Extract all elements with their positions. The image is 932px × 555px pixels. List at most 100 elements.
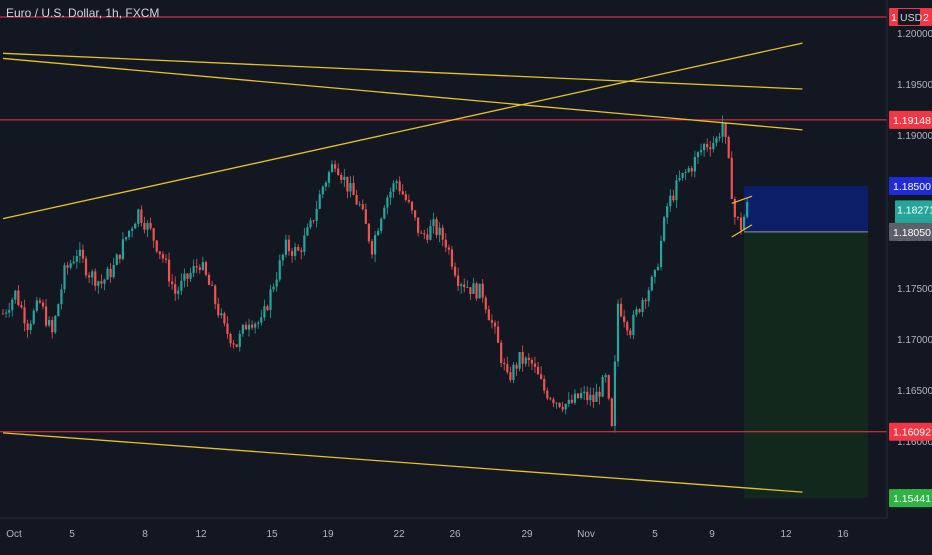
candle-body xyxy=(604,375,607,378)
candle xyxy=(429,219,432,241)
level-tag-low[interactable]: 1.16092 xyxy=(889,422,932,441)
candle xyxy=(180,273,183,296)
candle-body xyxy=(481,283,484,298)
candle-body xyxy=(715,138,718,143)
trend-line[interactable] xyxy=(2,52,803,90)
candle-body xyxy=(410,201,414,211)
candle-body xyxy=(155,240,158,252)
candle xyxy=(88,272,91,283)
trend-line[interactable] xyxy=(2,42,803,220)
candle-body xyxy=(373,235,377,255)
candle-body xyxy=(398,181,401,192)
candle-body xyxy=(158,251,161,255)
pattern-line-upper[interactable] xyxy=(731,195,753,204)
candle xyxy=(423,229,426,239)
candle-body xyxy=(84,258,88,276)
candle-body xyxy=(294,247,297,256)
candle xyxy=(570,394,573,404)
candle xyxy=(493,320,497,334)
candle-body xyxy=(570,399,573,403)
candle xyxy=(699,143,703,156)
candle-body xyxy=(607,375,610,399)
candle-body xyxy=(616,303,620,362)
stop-loss-zone[interactable] xyxy=(744,185,868,232)
candle-body xyxy=(269,289,272,311)
candle xyxy=(413,209,417,221)
candle xyxy=(653,269,656,284)
candle-body xyxy=(659,240,663,267)
candle xyxy=(546,387,549,401)
candle xyxy=(730,151,733,200)
candle-body xyxy=(204,262,208,275)
candle-body xyxy=(97,281,100,286)
level-tag-mid[interactable]: 1.19148 xyxy=(889,110,932,129)
candle xyxy=(398,176,401,195)
candle-body xyxy=(380,218,383,231)
candle-body xyxy=(721,123,724,137)
candle xyxy=(503,358,506,371)
stop-tag[interactable]: 1.18500 xyxy=(889,176,932,195)
candle-body xyxy=(17,290,20,306)
candle xyxy=(527,353,530,367)
candle xyxy=(20,301,23,309)
candle-body xyxy=(386,197,389,208)
candle-body xyxy=(623,316,626,323)
candle-body xyxy=(195,266,198,268)
take-profit-zone[interactable] xyxy=(744,231,868,499)
candle-body xyxy=(300,250,303,252)
entry-tag-bg xyxy=(889,222,932,241)
trend-line[interactable] xyxy=(2,432,803,493)
candle xyxy=(1,308,5,315)
candle-body xyxy=(146,222,149,230)
candle xyxy=(207,272,211,286)
candle xyxy=(669,189,672,212)
candle xyxy=(623,309,626,328)
candle-body xyxy=(706,144,709,148)
candle xyxy=(435,216,438,239)
candle-body xyxy=(51,320,54,333)
candle xyxy=(220,308,223,319)
x-tick-label: 5 xyxy=(652,529,658,540)
level-tag-top[interactable]: USD 2 1 xyxy=(889,7,932,26)
x-tick-label: 16 xyxy=(837,529,849,540)
target-tag[interactable]: 1.15441 xyxy=(889,489,932,508)
candle-body xyxy=(66,265,69,268)
candle xyxy=(327,170,331,188)
candle xyxy=(638,308,641,314)
candle xyxy=(186,273,189,287)
candle-body xyxy=(475,283,478,299)
candle-body xyxy=(383,207,386,219)
price-axis[interactable] xyxy=(887,0,932,550)
trend-line[interactable] xyxy=(2,57,803,131)
candle-body xyxy=(1,313,5,315)
candle-body xyxy=(401,191,404,195)
candle-body xyxy=(435,219,438,236)
candle xyxy=(466,280,469,288)
candle xyxy=(746,197,749,219)
candle-body xyxy=(281,254,284,261)
candle xyxy=(567,392,570,408)
candle xyxy=(23,299,26,332)
currency-label[interactable]: USD xyxy=(900,12,923,24)
candle-body xyxy=(334,164,337,169)
candle xyxy=(367,222,371,244)
candle-body xyxy=(355,195,358,205)
current-price-text: 1.18271 xyxy=(897,204,932,216)
candle-body xyxy=(540,374,543,379)
candle xyxy=(54,315,57,335)
entry-tag[interactable]: 1.18050 xyxy=(889,222,932,241)
candle xyxy=(97,280,100,294)
candle xyxy=(724,122,727,144)
candle-body xyxy=(241,324,244,334)
candle-body xyxy=(509,372,512,381)
pattern-line-lower[interactable] xyxy=(731,224,753,238)
candle xyxy=(457,267,460,291)
candle xyxy=(127,230,131,240)
candle-body xyxy=(115,254,118,265)
candle-body xyxy=(23,307,26,324)
candle-body xyxy=(112,264,115,278)
candle-body xyxy=(131,228,134,231)
x-tick-label: 8 xyxy=(142,529,148,540)
